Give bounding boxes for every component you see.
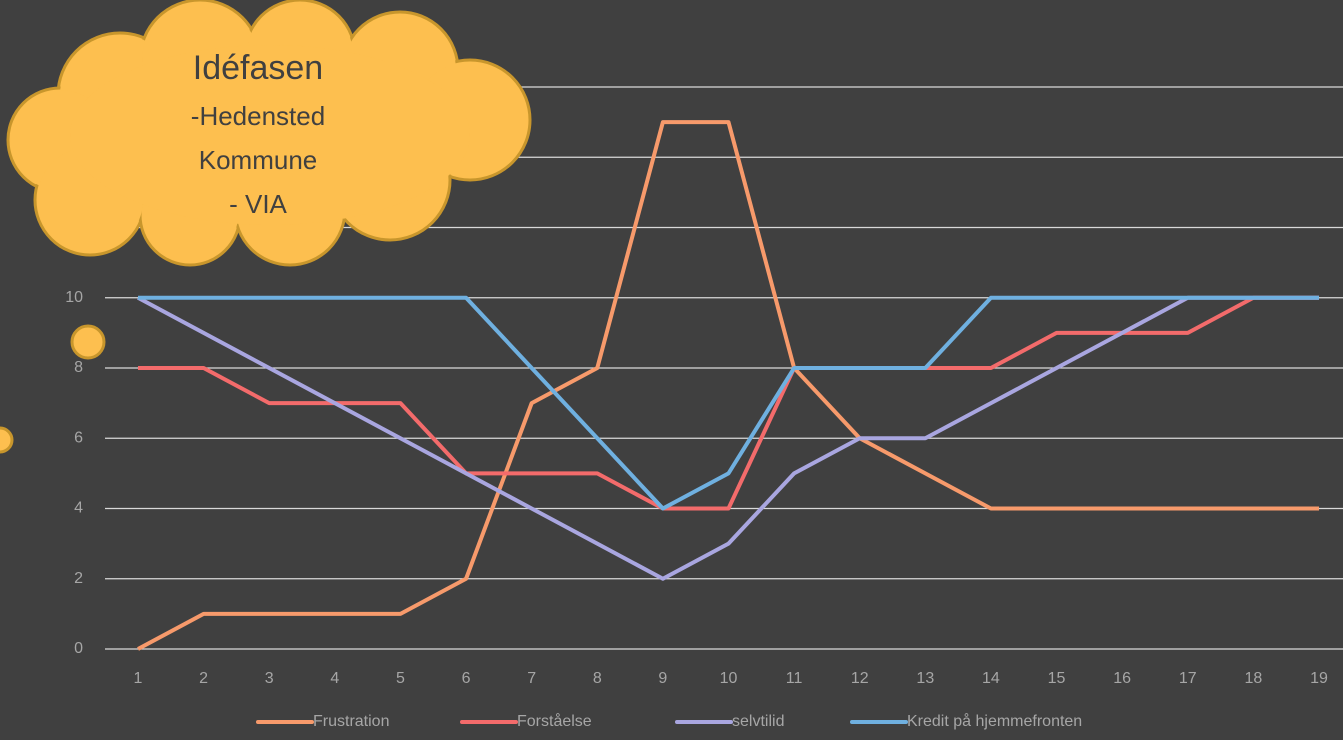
legend-label: Frustration	[313, 713, 389, 730]
x-tick-label: 1	[134, 670, 143, 687]
x-tick-label: 14	[982, 670, 1000, 687]
x-tick-label: 6	[462, 670, 471, 687]
y-tick-label: 0	[74, 640, 83, 657]
x-tick-label: 11	[786, 670, 803, 687]
x-tick-label: 10	[720, 670, 738, 687]
x-tick-label: 13	[916, 670, 934, 687]
x-tick-label: 18	[1244, 670, 1262, 687]
x-tick-label: 16	[1113, 670, 1131, 687]
annotation-line: Kommune	[199, 145, 318, 175]
annotation-cloud: Idéfasen -Hedensted Kommune - VIA	[0, 0, 532, 454]
x-tick-label: 17	[1179, 670, 1197, 687]
y-tick-label: 8	[74, 359, 83, 376]
x-tick-label: 2	[199, 670, 208, 687]
legend-label: selvtilid	[732, 713, 784, 730]
x-tick-label: 8	[593, 670, 602, 687]
annotation-line: - VIA	[229, 189, 287, 219]
y-tick-label: 10	[65, 289, 83, 306]
y-tick-label: 2	[74, 570, 83, 587]
x-tick-label: 7	[527, 670, 536, 687]
x-tick-label: 9	[658, 670, 667, 687]
series-line	[137, 295, 1319, 581]
legend-label: Forståelse	[517, 712, 592, 730]
x-tick-label: 12	[851, 670, 869, 687]
y-tick-label: 6	[74, 429, 83, 446]
annotation-title: Idéfasen	[193, 49, 323, 87]
annotation-line: -Hedensted	[191, 101, 325, 131]
x-tick-label: 15	[1048, 670, 1066, 687]
y-tick-label: 4	[74, 500, 83, 517]
x-tick-label: 19	[1310, 670, 1328, 687]
x-tick-label: 4	[330, 670, 339, 687]
series-line	[138, 295, 1319, 511]
series-line	[137, 120, 1319, 651]
x-tick-label: 3	[265, 670, 274, 687]
legend-label: Kredit på hjemmefronten	[907, 712, 1082, 730]
x-tick-label: 5	[396, 670, 405, 687]
series-line	[138, 295, 1319, 511]
